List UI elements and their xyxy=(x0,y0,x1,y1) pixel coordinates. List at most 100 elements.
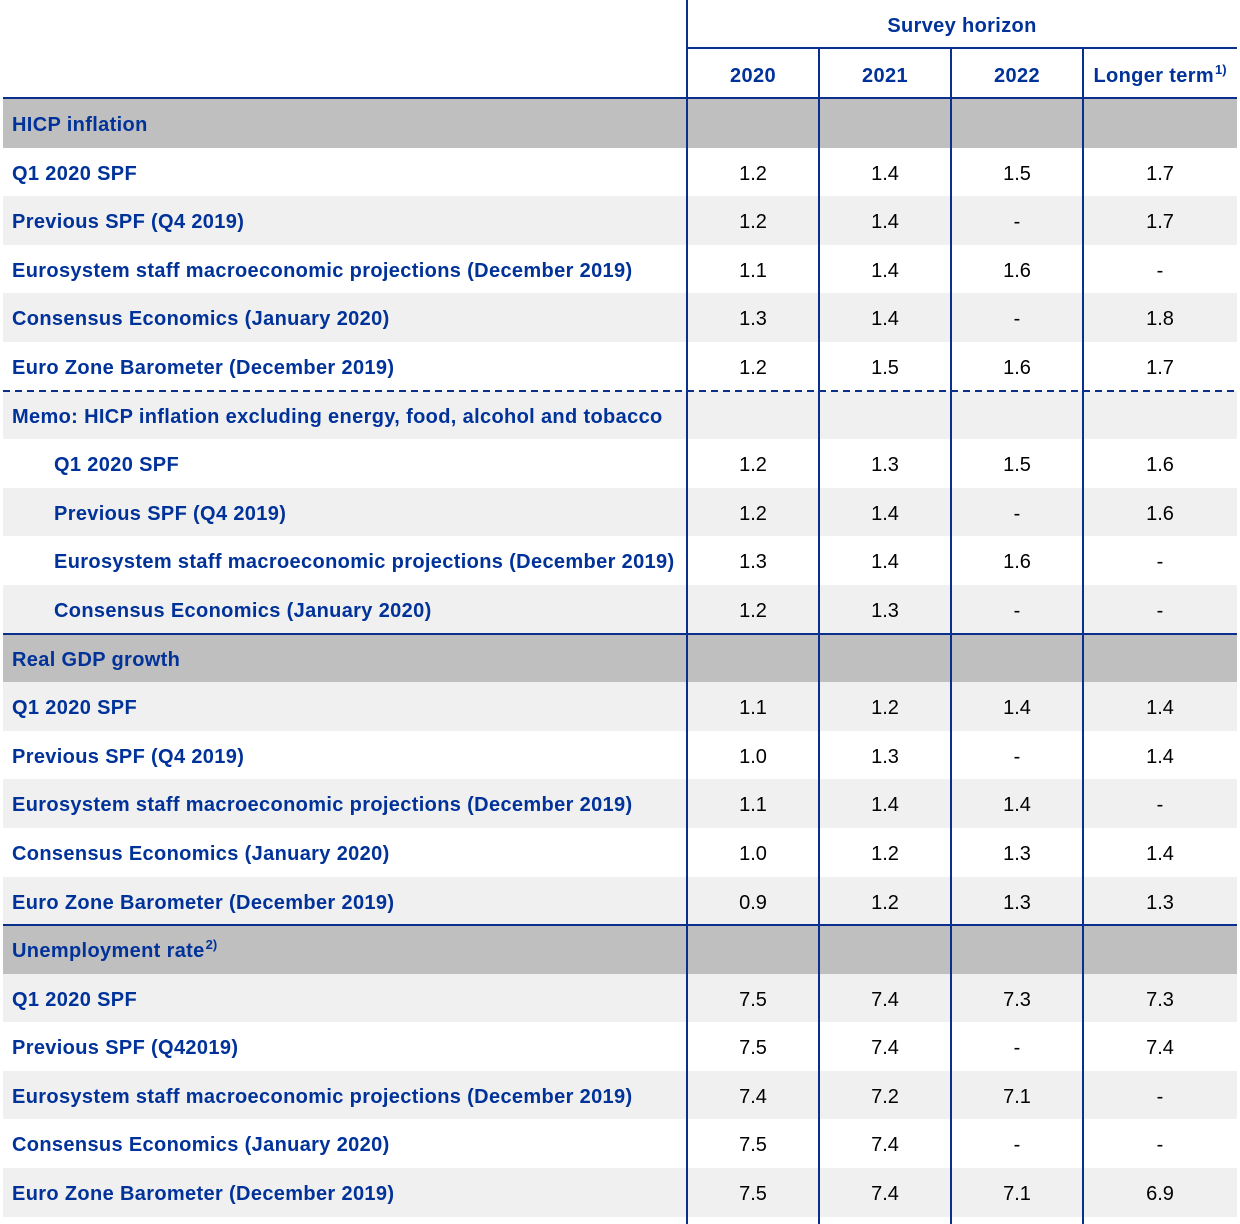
column-header-label: 2021 xyxy=(862,65,908,87)
value-cell: 1.5 xyxy=(1003,162,1031,185)
table-row: Q1 2020 SPF 7.5 7.4 7.3 7.3 xyxy=(3,973,1237,1023)
empty-cell xyxy=(1083,391,1237,440)
memo-table-row: Eurosystem staff macroeconomic projectio… xyxy=(3,536,1237,585)
row-label: Q1 2020 SPF xyxy=(54,454,180,477)
empty-cell xyxy=(687,925,819,974)
empty-cell xyxy=(1083,634,1237,683)
value-cell: 1.6 xyxy=(1003,551,1031,574)
section-title: HICP inflation xyxy=(12,114,148,136)
value-cell: 1.2 xyxy=(739,502,767,525)
value-cell: 1.4 xyxy=(1146,745,1174,768)
value-cell: 1.1 xyxy=(739,697,767,720)
row-label: Euro Zone Barometer (December 2019) xyxy=(12,1183,395,1206)
value-cell: 1.4 xyxy=(1003,697,1031,720)
value-cell: 1.3 xyxy=(871,599,899,622)
section-title-cell: Unemployment rate2) xyxy=(3,925,687,974)
value-cell: 1.2 xyxy=(739,356,767,379)
memo-table-row: Consensus Economics (January 2020) 1.2 1.3… xyxy=(3,584,1237,634)
value-cell: 1.4 xyxy=(1146,842,1174,865)
value-cell: - xyxy=(1013,599,1021,622)
empty-cell xyxy=(1083,925,1237,974)
value-cell: 7.2 xyxy=(871,1085,899,1108)
value-cell: 7.3 xyxy=(1003,988,1031,1011)
value-cell: 1.4 xyxy=(871,308,899,331)
row-label: Previous SPF (Q4 2019) xyxy=(54,502,287,525)
section-header-row: Real GDP growth xyxy=(3,632,1237,683)
row-label: Euro Zone Barometer (December 2019) xyxy=(12,891,395,914)
row-label: Previous SPF (Q4 2019) xyxy=(12,745,245,768)
table-row: Q1 2020 SPF 1.1 1.2 1.4 1.4 xyxy=(3,682,1237,731)
value-cell: 7.5 xyxy=(739,1183,767,1206)
row-label: Previous SPF (Q4 2019) xyxy=(12,211,245,234)
memo-table-row: Q1 2020 SPF 1.2 1.3 1.5 1.6 xyxy=(3,439,1237,488)
value-cell: 0.9 xyxy=(739,891,767,914)
footnote-marker: 1) xyxy=(1214,62,1227,78)
memo-header-row: Memo: HICP inflation excluding energy, f… xyxy=(3,389,1237,440)
value-cell: 1.6 xyxy=(1003,259,1031,282)
value-cell: 7.5 xyxy=(739,1037,767,1060)
empty-cell xyxy=(819,634,951,683)
empty-cell xyxy=(687,99,819,148)
section-header-row: HICP inflation xyxy=(3,99,1237,148)
value-cell: 7.4 xyxy=(871,988,899,1011)
column-divider xyxy=(1082,47,1084,1224)
value-cell: 7.3 xyxy=(1146,988,1174,1011)
empty-cell xyxy=(951,391,1083,440)
table-row: Euro Zone Barometer (December 2019) 7.5 7.… xyxy=(3,1168,1237,1217)
value-cell: 7.4 xyxy=(871,1183,899,1206)
value-cell: 1.4 xyxy=(871,162,899,185)
section-title-cell: HICP inflation xyxy=(3,99,687,148)
value-cell: 1.2 xyxy=(871,891,899,914)
empty-cell xyxy=(819,391,951,440)
section-title: Unemployment rate xyxy=(12,940,205,963)
row-label: Consensus Economics (January 2020) xyxy=(12,842,390,865)
memo-title-cell: Memo: HICP inflation excluding energy, f… xyxy=(3,391,687,440)
column-header-label: 2020 xyxy=(730,65,776,87)
column-header: 2022 xyxy=(951,49,1083,97)
value-cell: 1.3 xyxy=(739,551,767,574)
value-cell: 1.4 xyxy=(871,551,899,574)
table-row: Euro Zone Barometer (December 2019) 1.2 1.… xyxy=(3,341,1237,391)
value-cell: 1.4 xyxy=(1003,794,1031,817)
section-title-cell: Real GDP growth xyxy=(3,634,687,683)
value-cell: - xyxy=(1013,1134,1021,1157)
table-row: Previous SPF (Q42019) 7.5 7.4 - 7.4 xyxy=(3,1022,1237,1071)
table-row: Previous SPF (Q4 2019) 1.2 1.4 - 1.7 xyxy=(3,196,1237,245)
value-cell: 1.3 xyxy=(1003,842,1031,865)
value-cell: - xyxy=(1156,259,1164,282)
column-header: 2021 xyxy=(819,49,951,97)
value-cell: 1.0 xyxy=(739,842,767,865)
header-stub-cell xyxy=(3,49,687,97)
value-cell: 1.1 xyxy=(739,794,767,817)
value-cell: 1.7 xyxy=(1146,211,1174,234)
column-header-label: Longer term xyxy=(1093,65,1214,87)
empty-cell xyxy=(687,634,819,683)
empty-cell xyxy=(951,634,1083,683)
section-header-row: Unemployment rate2) xyxy=(3,924,1237,974)
value-cell: 7.1 xyxy=(1003,1085,1031,1108)
section-title: Real GDP growth xyxy=(12,648,181,671)
value-cell: - xyxy=(1156,1134,1164,1157)
value-cell: 1.4 xyxy=(871,259,899,282)
value-cell: 7.4 xyxy=(1146,1037,1174,1060)
row-label: Q1 2020 SPF xyxy=(12,162,138,185)
value-cell: 7.4 xyxy=(871,1037,899,1060)
value-cell: 1.3 xyxy=(1003,891,1031,914)
value-cell: 1.4 xyxy=(871,211,899,234)
row-label: Eurosystem staff macroeconomic projectio… xyxy=(12,259,633,282)
table-body: HICP inflation Q1 2020 SPF 1.2 1.4 1.5 1.7 Pre… xyxy=(3,99,1237,1217)
value-cell: 1.4 xyxy=(1146,697,1174,720)
row-label: Eurosystem staff macroeconomic projectio… xyxy=(12,1085,633,1108)
value-cell: 1.7 xyxy=(1146,356,1174,379)
empty-cell xyxy=(819,925,951,974)
table-row: Eurosystem staff macroeconomic projectio… xyxy=(3,1070,1237,1120)
table-row: Eurosystem staff macroeconomic projectio… xyxy=(3,779,1237,828)
value-cell: - xyxy=(1156,794,1164,817)
value-cell: 1.0 xyxy=(739,745,767,768)
table-row: Consensus Economics (January 2020) 7.5 7.4… xyxy=(3,1119,1237,1169)
column-divider xyxy=(686,0,688,1224)
value-cell: - xyxy=(1013,308,1021,331)
value-cell: 1.4 xyxy=(871,502,899,525)
memo-title: Memo: HICP inflation excluding energy, f… xyxy=(12,405,663,428)
